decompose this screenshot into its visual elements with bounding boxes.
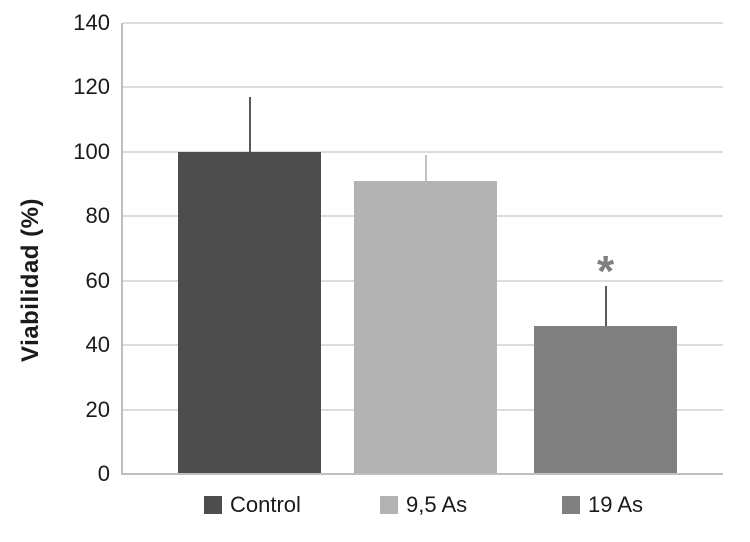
plot-area: * <box>123 22 723 474</box>
y-tick-label: 120 <box>73 74 110 100</box>
error-bar <box>424 155 427 181</box>
legend-swatch <box>204 496 222 514</box>
gridline <box>123 150 723 153</box>
legend-item-control: Control <box>204 494 301 516</box>
legend-swatch <box>562 496 580 514</box>
y-tick-label: 60 <box>85 267 110 293</box>
y-tick-label: 80 <box>85 203 110 229</box>
gridline <box>123 86 723 89</box>
significance-asterisk: * <box>596 246 615 296</box>
y-axis-line <box>121 23 123 474</box>
x-axis-line <box>121 473 723 475</box>
y-tick-label: 140 <box>73 10 110 35</box>
gridline <box>123 22 723 24</box>
bar-control <box>178 151 321 474</box>
error-bar <box>248 97 251 152</box>
bar-9-5-as <box>354 180 497 474</box>
legend-item-9-5-as: 9,5 As <box>380 494 467 516</box>
legend-item-19-as: 19 As <box>562 494 643 516</box>
bar-19-as <box>534 325 677 474</box>
y-tick-label: 0 <box>97 461 110 486</box>
y-tick-label: 20 <box>85 396 110 422</box>
legend-label: 19 As <box>588 492 644 517</box>
legend-swatch <box>380 496 398 514</box>
y-tick-label: 100 <box>73 138 110 164</box>
legend-label: Control <box>230 492 301 517</box>
y-tick-label: 40 <box>85 332 110 358</box>
error-bar <box>604 285 607 326</box>
legend-label: 9,5 As <box>406 492 468 517</box>
